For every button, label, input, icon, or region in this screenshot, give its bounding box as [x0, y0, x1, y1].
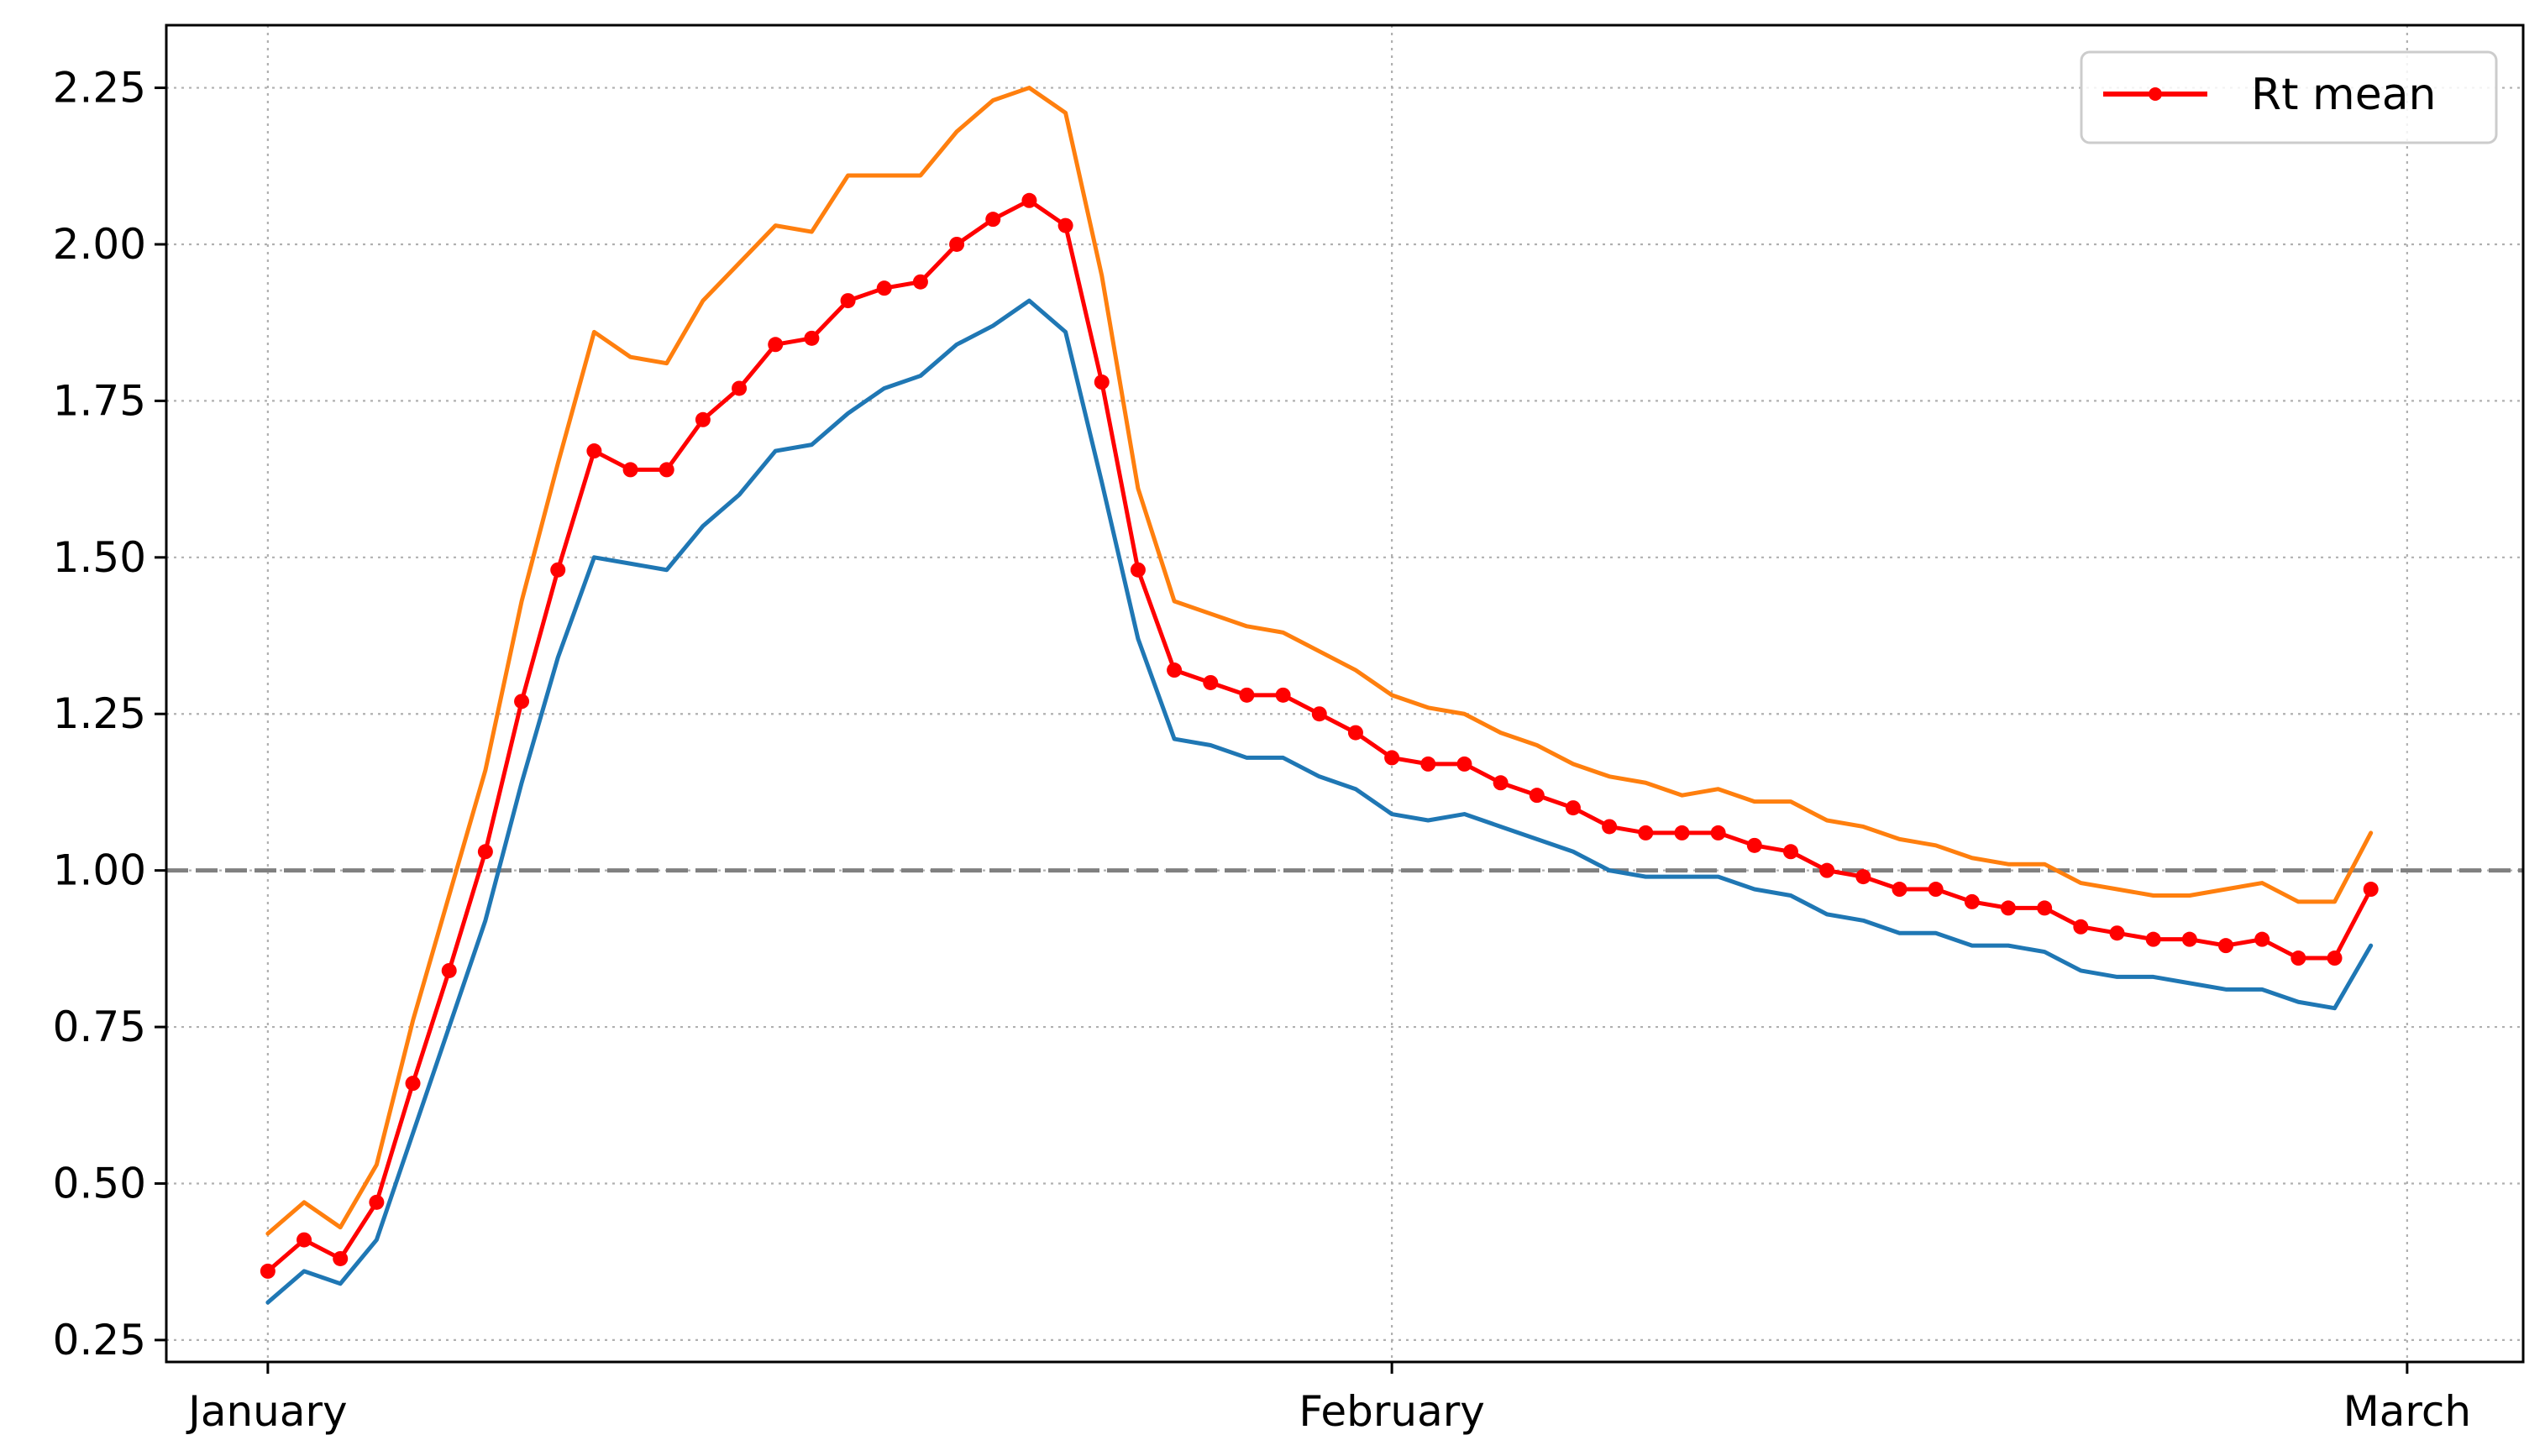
series-line-upper — [265, 86, 2374, 1236]
data-point-mean — [1855, 869, 1871, 885]
data-point-mean — [1710, 825, 1726, 841]
y-tick-label: 2.25 — [53, 64, 146, 113]
data-point-mean — [2363, 882, 2379, 898]
data-point-mean — [1674, 825, 1690, 841]
data-point-mean — [1456, 756, 1472, 772]
data-point-mean — [1565, 800, 1581, 816]
data-point-mean — [2254, 931, 2270, 947]
data-point-mean — [2327, 951, 2343, 966]
legend-marker-rt-mean — [2149, 87, 2162, 101]
data-point-mean — [1529, 788, 1545, 804]
data-point-mean — [2109, 925, 2125, 941]
plot-frame — [165, 24, 2525, 1364]
data-point-mean — [2218, 938, 2234, 954]
legend: Rt mean — [2080, 50, 2498, 144]
x-tick-label: February — [1299, 1387, 1485, 1436]
data-point-mean — [804, 330, 820, 346]
data-point-mean — [477, 844, 493, 860]
data-point-mean — [1964, 893, 1980, 909]
legend-box — [2080, 50, 2498, 144]
data-point-mean — [912, 274, 928, 290]
data-point-mean — [732, 380, 748, 396]
data-point-mean — [985, 212, 1001, 228]
data-point-mean — [1275, 687, 1291, 703]
data-point-mean — [2290, 951, 2306, 966]
data-point-mean — [840, 293, 856, 309]
data-point-mean — [1638, 825, 1654, 841]
data-point-mean — [1239, 687, 1255, 703]
data-point-mean — [1602, 819, 1618, 835]
data-point-mean — [405, 1076, 421, 1092]
data-point-mean — [1347, 725, 1363, 741]
data-point-mean — [333, 1250, 349, 1266]
y-tick-label: 0.75 — [53, 1003, 146, 1051]
data-point-mean — [2181, 931, 2197, 947]
data-point-mean — [550, 562, 566, 578]
data-point-mean — [622, 462, 638, 478]
data-point-mean — [514, 694, 530, 710]
y-tick-label: 1.50 — [53, 533, 146, 582]
y-tick-label: 1.25 — [53, 689, 146, 738]
data-point-mean — [1928, 882, 1944, 898]
data-point-mean — [260, 1263, 275, 1279]
data-point-mean — [1782, 844, 1798, 860]
y-tick-label: 0.25 — [53, 1316, 146, 1364]
data-point-mean — [296, 1232, 312, 1248]
legend-label-rt-mean: Rt mean — [2251, 70, 2437, 120]
data-point-mean — [949, 236, 965, 252]
data-point-mean — [1746, 837, 1762, 853]
y-tick-label: 1.00 — [53, 846, 146, 895]
data-point-mean — [1057, 217, 1073, 233]
y-tick-label: 0.50 — [53, 1159, 146, 1207]
data-point-mean — [768, 337, 784, 353]
data-point-mean — [1311, 706, 1327, 722]
data-point-mean — [369, 1194, 385, 1210]
data-point-mean — [2037, 900, 2053, 916]
x-tick-label: March — [2343, 1387, 2471, 1436]
x-tick-label: January — [186, 1387, 348, 1436]
data-point-mean — [695, 411, 711, 427]
series-line-lower — [265, 298, 2374, 1305]
data-point-mean — [659, 462, 674, 478]
data-point-mean — [1420, 756, 1436, 772]
data-point-mean — [1021, 192, 1037, 208]
data-point-mean — [1384, 750, 1400, 766]
data-point-mean — [2000, 900, 2016, 916]
data-point-mean — [2073, 919, 2089, 935]
data-point-mean — [441, 962, 457, 978]
y-tick-label: 2.00 — [53, 220, 146, 269]
data-point-mean — [1167, 663, 1183, 678]
y-tick-label: 1.75 — [53, 376, 146, 425]
data-point-mean — [2145, 931, 2161, 947]
data-point-mean — [1819, 862, 1835, 878]
data-point-mean — [1203, 674, 1219, 690]
data-point-mean — [876, 280, 892, 296]
data-point-mean — [1094, 374, 1110, 390]
data-point-mean — [1892, 882, 1907, 898]
data-point-mean — [586, 443, 602, 459]
axes: 0.25 0.50 0.75 1.00 1.25 1.50 1.75 2.00 2.25 Janu… — [53, 24, 2525, 1436]
data-point-mean — [1493, 775, 1509, 791]
series-group — [260, 86, 2379, 1305]
data-point-mean — [1130, 562, 1146, 578]
